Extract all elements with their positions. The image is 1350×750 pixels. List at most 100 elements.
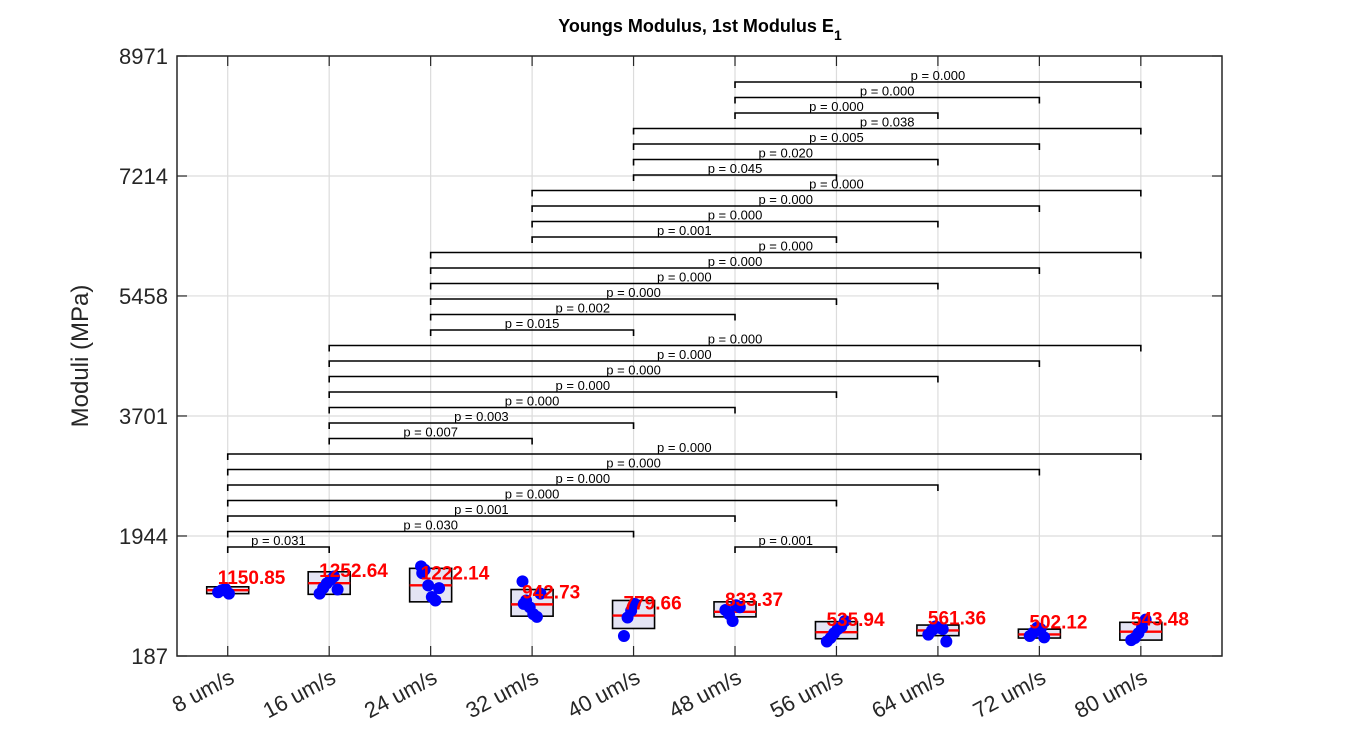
bracket-line [429,329,635,336]
bracket-line [328,375,939,383]
bracket-line [328,422,635,429]
comparison-bracket: p = 0.000 [734,68,1142,88]
data-point [733,601,746,614]
data-point [429,594,442,607]
bracket-line [734,112,939,119]
p-value-label: p = 0.000 [758,192,813,207]
p-value-label: p = 0.007 [403,425,458,440]
bracket-line [429,298,838,305]
bracket-line [328,360,1041,367]
comparison-bracket: p = 0.000 [328,394,736,414]
comparison-bracket: p = 0.001 [531,223,838,243]
p-value-label: p = 0.000 [809,177,864,192]
comparison-bracket: p = 0.000 [328,332,1142,352]
comparison-bracket: p = 0.002 [429,301,736,321]
comparison-bracket: p = 0.000 [328,378,838,398]
bracket-line [531,220,939,228]
data-point [617,629,630,642]
p-value-label: p = 0.000 [657,440,712,455]
bracket-line [734,81,1142,88]
comparison-bracket: p = 0.045 [632,161,838,181]
comparison-bracket: p = 0.030 [226,518,635,538]
chart-title: Youngs Modulus, 1st Modulus E1 [558,16,842,43]
bracket-line [531,236,838,243]
data-point [628,597,641,610]
plot-frame [176,55,1223,657]
y-tick-label: 3701 [119,404,168,429]
bracket-line [429,267,1041,274]
data-point [1038,631,1051,644]
median-value-label: 833.37 [725,590,783,611]
median-value-label: 543.48 [1131,610,1189,631]
bracket-line [226,515,736,522]
p-value-label: p = 0.031 [251,533,306,548]
p-value-label: p = 0.015 [505,316,560,331]
data-point [517,597,530,610]
median-value-label: 1252.64 [319,561,388,582]
p-value-label: p = 0.030 [403,518,458,533]
p-value-label: p = 0.001 [454,502,509,517]
median-labels: 1150.85 1252.64 1222.14 942.73 779.66 833.37 5… [218,561,1189,633]
y-tick-label: 7214 [119,164,168,189]
y-tick-label: 8971 [119,44,168,69]
chart-title-main: Youngs Modulus, 1st Modulus E [558,16,834,36]
data-points [212,560,1152,648]
p-value-label: p = 0.038 [860,115,915,130]
bracket-line [632,174,838,181]
comparison-bracket: p = 0.000 [429,270,939,290]
comparison-bracket: p = 0.005 [632,130,1041,150]
data-point [433,582,446,595]
bracket-line [632,127,1142,135]
p-value-label: p = 0.000 [657,270,712,285]
bracket-line [734,96,1041,104]
comparison-bracket: p = 0.000 [429,239,1142,259]
median-value-label: 502.12 [1029,612,1087,633]
median-value-label: 779.66 [624,594,682,615]
p-value-label: p = 0.000 [606,456,661,471]
data-point [530,610,543,623]
data-point [940,635,953,648]
comparison-bracket: p = 0.003 [328,409,635,429]
bracket-line [429,282,939,290]
bracket-line [328,344,1142,352]
p-value-label: p = 0.000 [708,208,763,223]
comparison-bracket: p = 0.000 [531,177,1142,197]
p-value-label: p = 0.003 [454,409,509,424]
p-value-label: p = 0.000 [556,471,611,486]
p-value-label: p = 0.000 [606,285,661,300]
p-value-label: p = 0.005 [809,130,864,145]
data-point [516,575,529,588]
y-tick-label: 1944 [119,524,168,549]
bracket-line [226,468,1041,476]
comparison-bracket: p = 0.001 [734,533,838,553]
bracket-line [226,530,635,538]
y-axis-label: Moduli (MPa) [67,285,94,428]
p-value-label: p = 0.000 [911,68,966,83]
bracket-line [226,453,1142,460]
p-value-label: p = 0.000 [708,332,763,347]
p-value-label: p = 0.000 [606,363,661,378]
comparison-bracket: p = 0.015 [429,316,635,336]
data-point [222,587,235,600]
p-value-label: p = 0.000 [758,239,813,254]
bracket-line [632,143,1041,150]
p-value-label: p = 0.000 [809,99,864,114]
data-point [1139,613,1152,626]
p-value-label: p = 0.020 [758,146,813,161]
comparison-bracket: p = 0.031 [226,533,330,553]
bracket-line [226,499,838,507]
y-tick-label: 5458 [119,284,168,309]
comparison-bracket: p = 0.000 [328,363,939,383]
comparison-bracket: p = 0.000 [226,471,939,491]
comparison-bracket: p = 0.000 [226,487,838,507]
p-value-label: p = 0.002 [556,301,611,316]
p-value-label: p = 0.001 [657,223,712,238]
comparison-bracket: p = 0.007 [328,425,533,445]
median-value-label: 1150.85 [218,568,286,589]
p-value-label: p = 0.000 [860,84,915,99]
bracket-line [429,313,736,321]
comparison-bracket: p = 0.000 [328,347,1041,367]
p-value-label: p = 0.000 [657,347,712,362]
